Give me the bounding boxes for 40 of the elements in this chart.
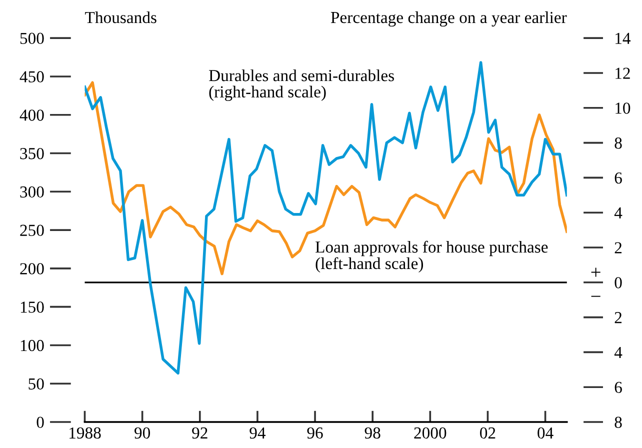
y2-tick-label: 6: [614, 172, 622, 184]
x-tick-label: 2000: [414, 427, 446, 439]
series-label: Loan approvals for house purchase (left-hand scale): [316, 240, 548, 273]
x-tick-label: 04: [538, 427, 554, 439]
y2-tick-label: 4: [614, 207, 622, 218]
line-series: [84, 81, 567, 276]
y2-tick-label: 8: [614, 137, 622, 149]
y2-axis-title: Percentage change on a year earlier: [330, 11, 567, 27]
y2-tick-label: 6: [614, 382, 622, 394]
y-tick-label: 350: [20, 148, 44, 160]
y-tick-label: 150: [20, 302, 44, 313]
y2-tick-label: 8: [614, 416, 622, 428]
y2-tick-label: 4: [614, 347, 622, 358]
y-tick-label: 200: [20, 263, 44, 274]
text: +: [591, 268, 600, 277]
text: −: [591, 296, 600, 297]
x-tick-label: 96: [307, 427, 323, 439]
y2-tick-label: 0: [614, 277, 622, 288]
y-tick-label: 400: [20, 110, 44, 121]
x-tick-label: 92: [192, 427, 208, 439]
x-tick-label: 98: [364, 427, 380, 439]
y-tick-label: 450: [20, 71, 44, 82]
y-tick-label: 100: [20, 340, 44, 352]
y-tick-label: 250: [20, 224, 44, 236]
x-tick-label: 94: [250, 427, 266, 439]
y-tick-label: 500: [20, 32, 44, 44]
y2-tick-label: 12: [616, 68, 630, 79]
y2-tick-label: 2: [614, 242, 622, 254]
y2-tick-label: 10: [616, 102, 630, 114]
line-series: [84, 61, 567, 375]
x-tick-label: 1988: [70, 427, 101, 439]
y-tick-label: 300: [20, 186, 44, 198]
x-tick-label: 90: [134, 427, 150, 439]
y2-tick-label: 2: [614, 312, 622, 324]
y2-tick-label: 14: [616, 32, 631, 44]
x-tick-label: 02: [480, 427, 496, 439]
y-axis-title: Thousands: [85, 11, 156, 24]
y-tick-label: 0: [36, 416, 44, 428]
series-label: Durables and semi-durables (right-hand scale): [208, 69, 394, 101]
y-tick-label: 50: [28, 378, 44, 390]
